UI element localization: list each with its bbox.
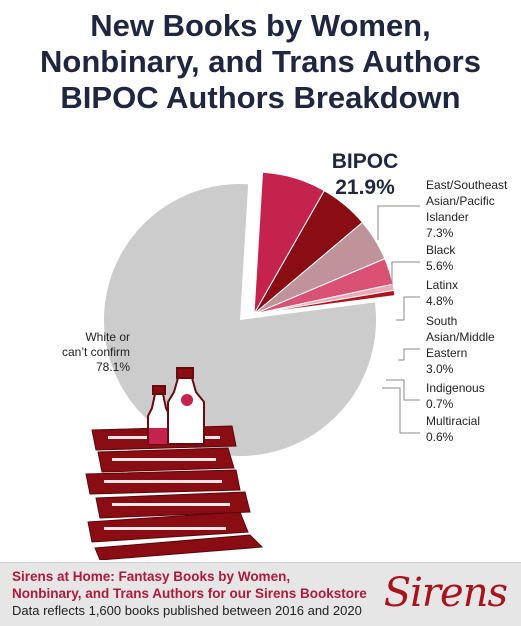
multiracial-value: 0.6% bbox=[426, 430, 454, 444]
svg-text:East/Southeast: East/Southeast bbox=[426, 178, 508, 192]
svg-text:can’t confirm: can’t confirm bbox=[62, 345, 130, 359]
leader-lines bbox=[377, 205, 420, 434]
black-label-text: Black bbox=[426, 243, 456, 257]
title-line-3: BIPOC Authors Breakdown bbox=[60, 80, 461, 115]
bipoc-group-label: BIPOC bbox=[332, 150, 399, 173]
leader-line-4 bbox=[386, 379, 420, 401]
pie-slice-multiracial bbox=[253, 289, 396, 315]
footer: Sirens at Home: Fantasy Books by Women, … bbox=[0, 562, 521, 626]
bipoc-group-value: 21.9% bbox=[335, 176, 395, 199]
multiracial-label: Multiracial 0.6% bbox=[426, 414, 480, 444]
leader-line-0 bbox=[377, 205, 420, 240]
south-asian-value: 3.0% bbox=[426, 362, 454, 376]
title-line-2: Nonbinary, and Trans Authors bbox=[40, 44, 481, 79]
leader-line-5 bbox=[382, 387, 420, 434]
pie-slices bbox=[103, 171, 396, 456]
multiracial-label-text: Multiracial bbox=[426, 414, 480, 428]
indigenous-label: Indigenous 0.7% bbox=[426, 381, 485, 411]
east-asian-value: 7.3% bbox=[426, 226, 454, 240]
svg-text:South: South bbox=[426, 314, 457, 328]
indigenous-value: 0.7% bbox=[426, 397, 454, 411]
white-value: 78.1% bbox=[96, 360, 130, 374]
svg-text:Eastern: Eastern bbox=[426, 346, 467, 360]
indigenous-label-text: Indigenous bbox=[426, 381, 485, 395]
svg-text:White or: White or bbox=[85, 330, 130, 344]
svg-text:Islander: Islander bbox=[426, 210, 469, 224]
svg-text:Asian/Pacific: Asian/Pacific bbox=[426, 194, 495, 208]
south-asian-label: South Asian/Middle Eastern 3.0% bbox=[426, 314, 495, 376]
leader-line-1 bbox=[391, 261, 420, 285]
white-label: White or can’t confirm 78.1% bbox=[62, 330, 130, 374]
latinx-label: Latinx 4.8% bbox=[426, 278, 458, 308]
leader-line-3 bbox=[398, 348, 420, 361]
pie-chart: BIPOC 21.9% White or can’t confirm 78.1%… bbox=[62, 150, 508, 560]
chart-title: New Books by Women, Nonbinary, and Trans… bbox=[0, 8, 521, 116]
black-value: 5.6% bbox=[426, 259, 454, 273]
sirens-logo: Sirens bbox=[383, 570, 508, 616]
latinx-value: 4.8% bbox=[426, 294, 454, 308]
footer-line-1: Sirens at Home: Fantasy Books by Women, bbox=[12, 569, 291, 584]
footer-data-note: Data reflects 1,600 books published betw… bbox=[12, 603, 362, 618]
pie-slice-white bbox=[103, 184, 376, 456]
footer-line-2: Nonbinary, and Trans Authors for our Sir… bbox=[12, 586, 367, 601]
black-label: Black 5.6% bbox=[426, 243, 456, 273]
latinx-label-text: Latinx bbox=[426, 278, 458, 292]
books-and-potions-illustration bbox=[85, 367, 264, 560]
leader-line-2 bbox=[396, 296, 420, 321]
east-asian-label: East/Southeast Asian/Pacific Islander 7.… bbox=[426, 178, 508, 240]
svg-text:Asian/Middle: Asian/Middle bbox=[426, 330, 495, 344]
title-line-1: New Books by Women, bbox=[90, 8, 431, 43]
